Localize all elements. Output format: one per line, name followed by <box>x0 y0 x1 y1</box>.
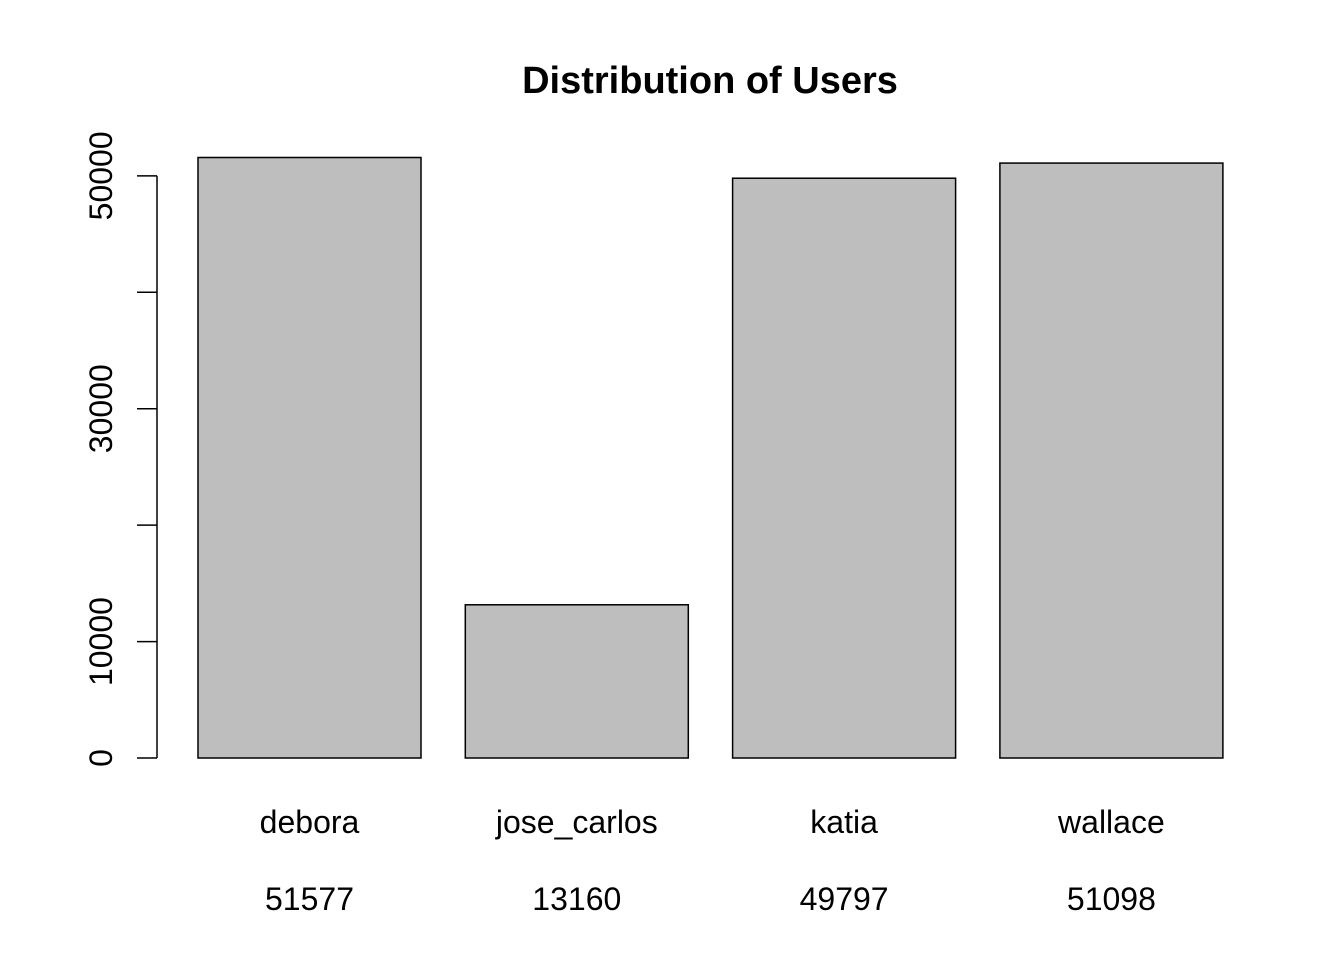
bars <box>197 156 1224 759</box>
y-tick-label: 10000 <box>83 597 119 686</box>
value-label: 51098 <box>1067 881 1156 917</box>
category-label: jose_carlos <box>495 804 658 840</box>
bar-wallace <box>999 162 1224 759</box>
y-axis: 0 10000 30000 50000 <box>83 131 158 767</box>
category-labels: debora jose_carlos katia wallace <box>260 804 1165 840</box>
y-tick-label: 0 <box>83 749 119 767</box>
bar-debora <box>197 156 422 759</box>
chart-title: Distribution of Users <box>522 60 898 102</box>
value-label: 49797 <box>800 881 889 917</box>
category-label: wallace <box>1057 804 1165 840</box>
category-label: debora <box>260 804 360 840</box>
y-tick-label: 30000 <box>83 364 119 453</box>
value-labels: 51577 13160 49797 51098 <box>265 881 1156 917</box>
bar-jose-carlos <box>464 604 690 759</box>
y-tick-label: 50000 <box>83 131 119 220</box>
value-label: 51577 <box>265 881 354 917</box>
bar-katia <box>731 177 957 759</box>
value-label: 13160 <box>532 881 621 917</box>
category-label: katia <box>810 804 878 840</box>
